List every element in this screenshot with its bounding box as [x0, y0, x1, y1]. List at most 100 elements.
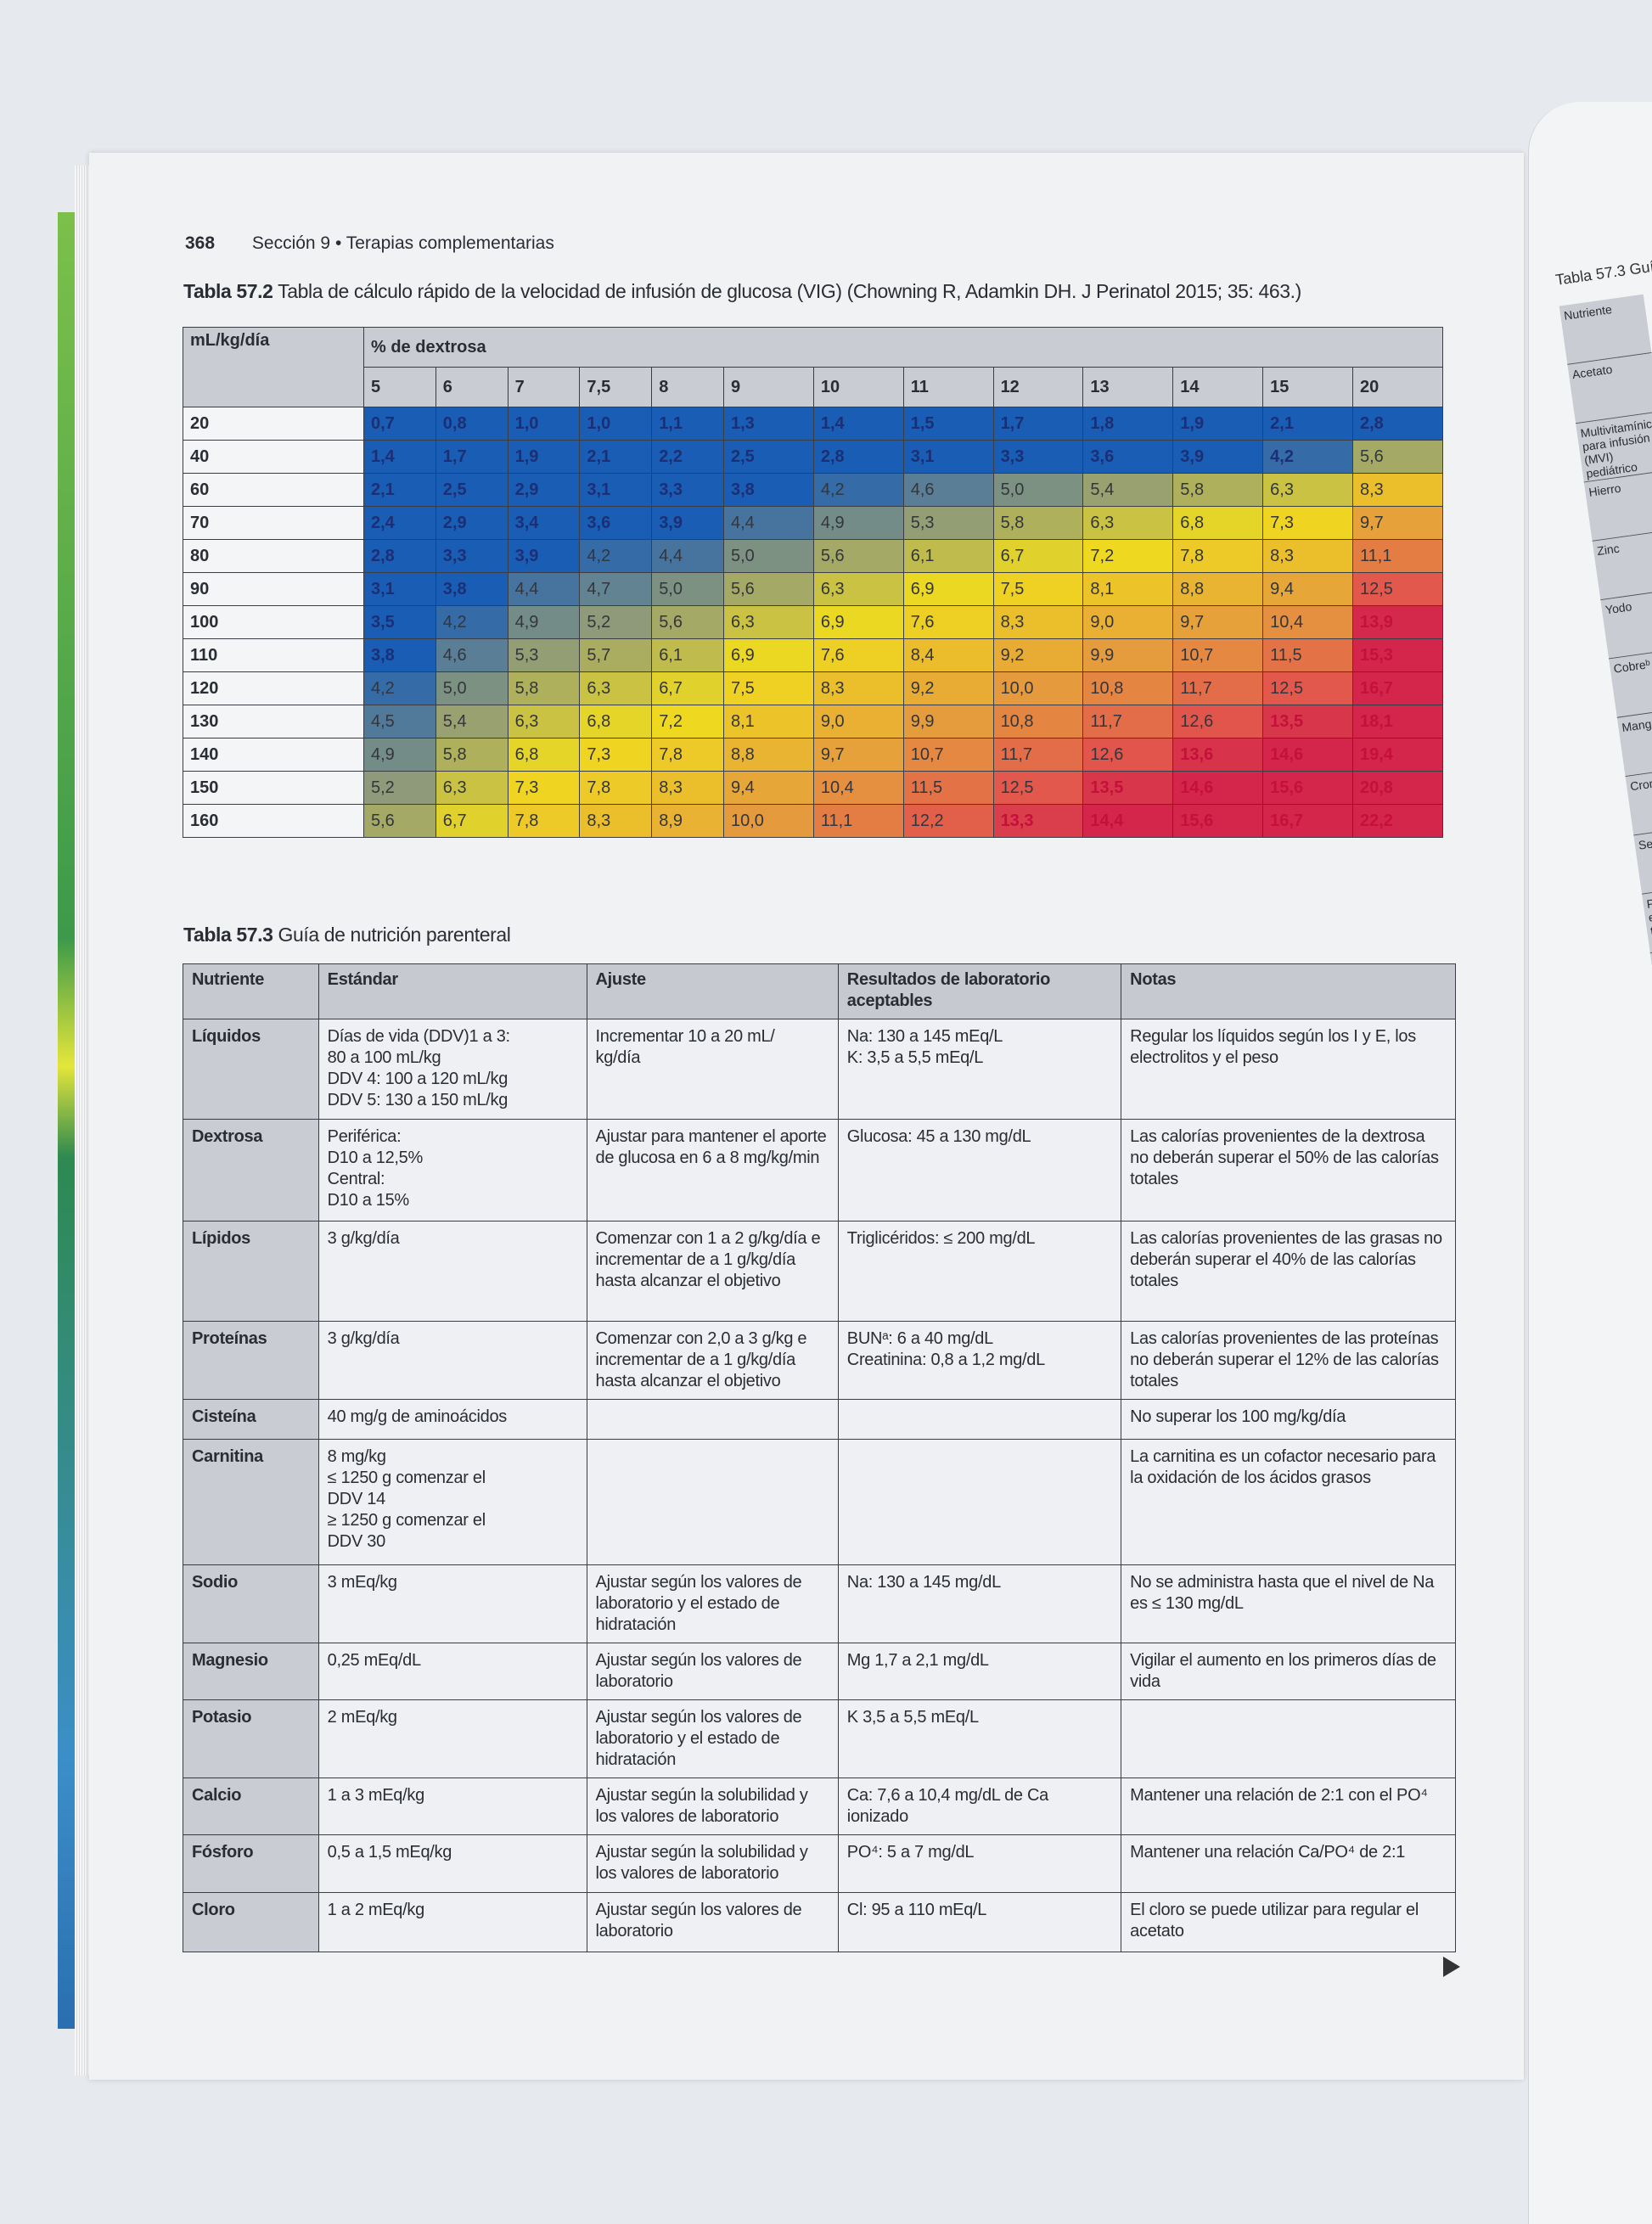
standard-cell: 1 a 3 mEq/kg — [317, 1778, 587, 1835]
table-row: 140 4,9 5,8 6,8 7,3 7,8 8,8 9,7 10,7 11,7 12,6 13,6… — [183, 738, 1443, 772]
gir-cell: 16,7 — [1352, 671, 1443, 705]
row-header: mL/kg/día — [183, 327, 364, 407]
gir-cell: 2,1 — [363, 473, 436, 507]
dextrose-column-header: 15 — [1262, 367, 1353, 407]
table-title: Tabla de cálculo rápido de la velocidad … — [278, 280, 1301, 302]
section-title: Sección 9 • Terapias complementarias — [251, 233, 554, 253]
gir-cell: 9,7 — [812, 738, 904, 772]
gir-cell: 6,3 — [812, 572, 904, 606]
gir-cell: 10,8 — [1082, 671, 1174, 705]
gir-cell: 6,3 — [1082, 506, 1174, 540]
gir-cell: 11,5 — [902, 771, 994, 805]
nutrient-name: Sodio — [183, 1564, 319, 1643]
gir-cell: 6,9 — [722, 638, 814, 672]
labs-cell: Cl: 95 a 110 mEq/L — [837, 1892, 1122, 1952]
gir-cell: 3,8 — [435, 572, 509, 606]
nutrient-name: Carnitina — [183, 1439, 319, 1565]
standard-cell: 0,5 a 1,5 mEq/kg — [317, 1834, 587, 1893]
gir-cell: 1,4 — [812, 407, 904, 441]
gir-cell: 7,3 — [1262, 506, 1353, 540]
facing-page-row-label: Cromo — [1625, 765, 1652, 836]
gir-cell: 2,5 — [435, 473, 509, 507]
gir-cell: 15,6 — [1172, 804, 1264, 838]
gir-cell: 1,7 — [435, 440, 509, 474]
gir-cell: 1,7 — [992, 407, 1084, 441]
gir-cell: 8,3 — [1352, 473, 1443, 507]
gir-cell: 3,8 — [363, 638, 436, 672]
facing-page-row-label: Zinc — [1592, 529, 1652, 601]
facing-page: Tabla 57.3 Guía de NutrienteAcetatoMulti… — [1528, 102, 1652, 2224]
gir-cell: 1,1 — [651, 407, 724, 441]
table-row: 70 2,4 2,9 3,4 3,6 3,9 4,4 4,9 5,3 5,8 6,3 6,8 7,3 9,… — [183, 506, 1443, 540]
notes-cell: La carnitina es un cofactor necesario pa… — [1121, 1439, 1456, 1565]
gir-cell: 7,8 — [507, 804, 581, 838]
gir-cell: 10,4 — [1262, 605, 1353, 639]
dextrose-column-header: 6 — [435, 367, 509, 407]
adjust-cell: Ajustar para mantener el aporte de gluco… — [586, 1119, 839, 1222]
table-57-2-caption: Tabla 57.2 Tabla de cálculo rápido de la… — [183, 280, 1301, 303]
gir-cell: 6,8 — [579, 705, 653, 739]
gir-cell: 6,3 — [507, 705, 581, 739]
gir-cell: 10,0 — [992, 671, 1084, 705]
gir-cell: 3,3 — [435, 539, 509, 573]
standard-cell: 40 mg/g de aminoácidos — [317, 1399, 587, 1440]
gir-cell: 5,6 — [363, 804, 436, 838]
gir-cell: 5,8 — [1172, 473, 1264, 507]
nutrient-name: Cisteína — [183, 1399, 319, 1440]
nutrient-name: Potasio — [183, 1699, 319, 1778]
book-spine — [58, 212, 76, 2029]
facing-page-row-label: Hierro — [1583, 470, 1652, 542]
labs-cell: Triglicéridos: ≤ 200 mg/dL — [837, 1221, 1122, 1322]
gir-cell: 1,5 — [902, 407, 994, 441]
table-label: Tabla 57.2 — [183, 280, 273, 302]
gir-cell: 1,0 — [507, 407, 581, 441]
gir-cell: 8,9 — [651, 804, 724, 838]
gir-cell: 19,4 — [1352, 738, 1443, 772]
gir-cell: 7,6 — [902, 605, 994, 639]
gir-cell: 15,3 — [1352, 638, 1443, 672]
table-row: Dextrosa Periférica: D10 a 12,5% Central:… — [183, 1119, 1456, 1222]
labs-cell: BUNᵃ: 6 a 40 mg/dL Creatinina: 0,8 a 1,2… — [837, 1321, 1122, 1400]
gir-cell: 6,9 — [902, 572, 994, 606]
nutrient-name: Cloro — [183, 1892, 319, 1952]
gir-cell: 12,5 — [1262, 671, 1353, 705]
dextrose-column-header: 11 — [902, 367, 994, 407]
gir-cell: 5,2 — [363, 771, 436, 805]
gir-cell: 2,8 — [1352, 407, 1443, 441]
gir-cell: 0,8 — [435, 407, 509, 441]
notes-cell: Las calorías provenientes de la dextrosa… — [1121, 1119, 1456, 1222]
gir-cell: 4,2 — [1262, 440, 1353, 474]
dextrose-column-header: 5 — [363, 367, 436, 407]
table-row: 90 3,1 3,8 4,4 4,7 5,0 5,6 6,3 6,9 7,5 8,1 8,8 9,4 12… — [183, 572, 1443, 606]
dextrose-column-header: 7,5 — [579, 367, 653, 407]
gir-cell: 8,3 — [812, 671, 904, 705]
gir-cell: 5,7 — [579, 638, 653, 672]
gir-cell: 6,7 — [435, 804, 509, 838]
gir-cell: 7,5 — [722, 671, 814, 705]
gir-cell: 3,4 — [507, 506, 581, 540]
gir-cell: 7,2 — [651, 705, 724, 739]
gir-cell: 3,1 — [363, 572, 436, 606]
gir-cell: 6,3 — [435, 771, 509, 805]
facing-page-row-label: Manganesoᵇ — [1616, 705, 1652, 778]
adjust-cell — [586, 1439, 839, 1565]
notes-cell: El cloro se puede utilizar para regular … — [1121, 1892, 1456, 1952]
gir-cell: 6,8 — [507, 738, 581, 772]
nutrient-name: Líquidos — [183, 1019, 319, 1120]
dextrose-column-header: 20 — [1352, 367, 1443, 407]
continue-arrow-icon — [1443, 1957, 1460, 1977]
notes-cell: Las calorías provenientes de las proteín… — [1121, 1321, 1456, 1400]
gir-cell: 1,9 — [507, 440, 581, 474]
table-row: 20 0,7 0,8 1,0 1,0 1,1 1,3 1,4 1,5 1,7 1,8 1,9 2,1 2,… — [183, 407, 1443, 441]
standard-cell: 2 mEq/kg — [317, 1699, 587, 1778]
gir-cell: 2,1 — [1262, 407, 1353, 441]
gir-cell: 4,2 — [812, 473, 904, 507]
gir-cell: 18,1 — [1352, 705, 1443, 739]
gir-cell: 8,3 — [992, 605, 1084, 639]
facing-page-row-label: Multivitamínico para infusión (MVI) pedi… — [1576, 412, 1652, 483]
standard-cell: 1 a 2 mEq/kg — [317, 1892, 587, 1952]
parenteral-nutrition-table: Nutriente Estándar Ajuste Resultados de lab… — [183, 963, 1456, 1952]
gir-cell: 3,1 — [579, 473, 653, 507]
adjust-cell: Ajustar según los valores de laboratorio — [586, 1892, 839, 1952]
gir-cell: 13,3 — [992, 804, 1084, 838]
